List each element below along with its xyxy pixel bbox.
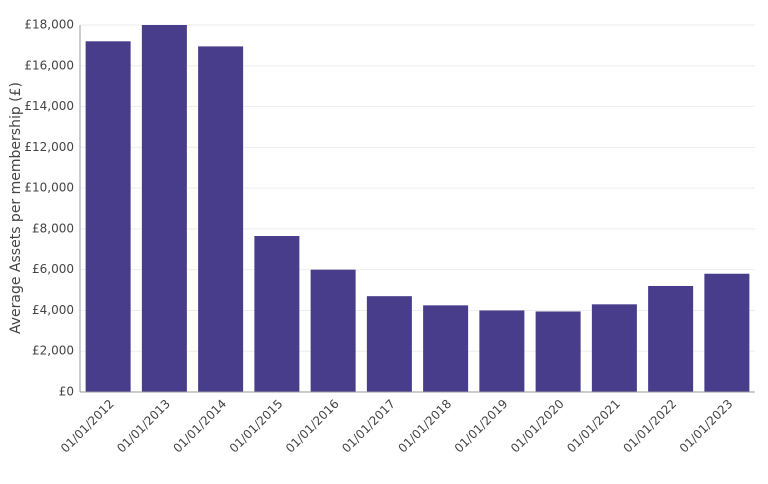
x-tick-label: 01/01/2019 <box>452 397 511 456</box>
bar <box>479 310 525 392</box>
bar <box>423 305 469 392</box>
y-tick-label: £8,000 <box>32 221 74 235</box>
bar <box>141 25 187 392</box>
bar <box>198 46 244 393</box>
y-tick-label: £2,000 <box>32 344 74 358</box>
bar <box>591 304 637 392</box>
y-tick-label: £0 <box>59 385 74 399</box>
y-tick-label: £10,000 <box>24 181 74 195</box>
x-tick-label: 01/01/2021 <box>564 397 623 456</box>
bar <box>535 311 581 392</box>
y-tick-label: £18,000 <box>24 18 74 32</box>
x-tick-label: 01/01/2015 <box>227 397 286 456</box>
y-tick-label: £12,000 <box>24 140 74 154</box>
bar <box>366 296 412 392</box>
x-tick-label: 01/01/2017 <box>339 397 398 456</box>
x-tick-label: 01/01/2023 <box>677 397 736 456</box>
bar <box>254 236 300 392</box>
y-axis-label: Average Assets per membership (£) <box>8 82 24 334</box>
x-tick-label: 01/01/2022 <box>620 397 679 456</box>
y-tick-label: £14,000 <box>24 99 74 113</box>
bar <box>310 269 356 392</box>
x-tick-label: 01/01/2020 <box>508 397 567 456</box>
x-tick-label: 01/01/2012 <box>58 397 117 456</box>
x-tick-label: 01/01/2018 <box>395 397 454 456</box>
y-tick-label: £6,000 <box>32 262 74 276</box>
x-tick-label: 01/01/2016 <box>283 397 342 456</box>
y-tick-label: £16,000 <box>24 58 74 72</box>
x-tick-label: 01/01/2014 <box>170 397 229 456</box>
x-tick-label: 01/01/2013 <box>114 397 173 456</box>
bar <box>648 285 694 392</box>
y-tick-label: £4,000 <box>32 303 74 317</box>
bar <box>704 273 750 392</box>
bar <box>85 41 131 393</box>
